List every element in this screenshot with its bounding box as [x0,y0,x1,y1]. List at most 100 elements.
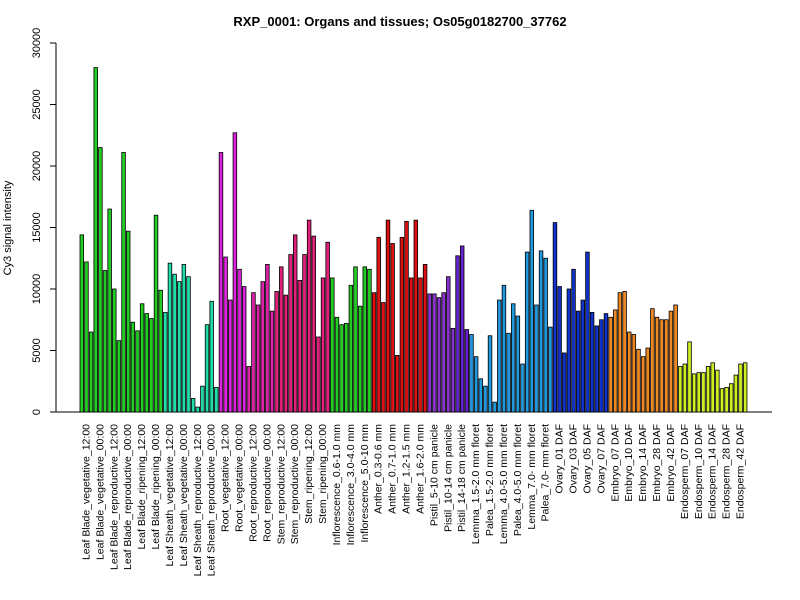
bar [626,331,632,413]
x-tick-label: Inflorescence_0.6-1.0 mm [331,424,343,546]
bar [195,406,200,413]
bar [524,251,530,413]
y-axis: 0 5000 10000 15000 20000 25000 30000 [31,28,57,415]
x-tick-label: Lemma_1.5-2.0 mm floret [470,424,482,544]
bar [678,366,683,413]
bar [320,277,326,413]
bar [501,284,507,413]
x-tick-label: Inflorescence_5.0-10 mm [359,424,371,543]
y-tick-label: 0 [31,409,43,415]
bar [464,329,470,413]
bar [636,348,641,413]
bar [441,292,446,413]
bar [650,308,655,413]
bar [209,300,214,413]
bar [575,310,581,413]
x-tick-label: Ovary_01 DAF [554,424,566,493]
bar [594,325,599,413]
bar [497,299,502,413]
bar [181,263,187,413]
bar [450,327,456,413]
bar [724,386,729,413]
bar [668,310,674,413]
bar [79,234,85,413]
x-tick-label: Ovary_03 DAF [568,424,580,493]
bar [316,336,321,413]
chart-title: RXP_0001: Organs and tissues; Os05g01827… [233,14,566,29]
bar [311,235,316,413]
bar [279,266,284,413]
bar [459,245,465,413]
bar [255,304,261,413]
bar [288,254,293,413]
x-tick-label: Palea_1.5-2.0 mm floret [484,424,496,536]
bar [158,289,163,413]
bar [177,281,182,413]
bar [200,385,205,413]
bar [696,372,701,413]
y-tick-label: 20000 [31,151,43,182]
bar [413,219,419,413]
x-tick-label: Leaf Sheath_vegetative_12:00 [164,424,176,567]
bar [325,241,330,413]
bar [617,292,623,413]
x-tick-label: Leaf Blade_ripening_00:00 [150,424,162,550]
bar [408,277,414,413]
x-tick-label: Leaf Sheath_reproductive_12:00 [192,424,204,577]
bar [715,369,720,413]
bar [98,147,103,413]
bar [418,277,423,413]
bar [246,366,252,413]
bar [125,230,131,413]
bar [390,243,395,413]
bar [469,334,474,413]
x-tick-label: Leaf Blade_ripening_12:00 [136,424,148,550]
x-tick-label: Pistil_14-18 cm panicle [456,424,468,532]
bar [538,250,544,413]
bar [645,347,650,413]
bar [738,363,743,413]
bar [580,299,586,413]
bar [395,355,400,413]
bar [654,316,660,413]
bar [673,304,678,413]
bar [515,315,521,413]
bar [334,316,340,413]
bar [102,270,108,413]
bar [353,266,358,413]
bar [269,310,275,413]
bar [534,304,539,413]
x-tick-label: Anther_1.2-1.5 mm [401,424,413,514]
x-tick-label: Leaf Blade_vegetative_00:00 [94,424,106,560]
x-tick-label: Anther_0.3-0.6 mm [373,424,385,514]
bar [427,293,432,413]
bar [473,356,479,413]
bar [487,335,493,413]
bar [330,277,335,413]
bar [121,152,126,413]
bar [153,214,159,413]
bar [548,326,553,413]
bar [214,386,219,413]
y-axis-label: Cy3 signal intensity [2,180,14,275]
bar [432,293,437,413]
bar [492,401,497,413]
bar [603,313,609,413]
x-tick-label: Inflorescence_3.0-4.0 mm [345,424,357,546]
bar [265,263,270,413]
bar [297,279,303,413]
x-tick-label: Palea_4.0-5.0 mm floret [512,424,524,536]
bar [436,297,442,413]
bar [237,268,242,413]
bar [742,362,748,413]
x-tick-label: Leaf Blade_reproductive_12:00 [108,424,120,570]
bar [511,303,516,413]
bar [130,321,136,413]
x-tick-label: Embryo_10 DAF [623,424,635,502]
bar [93,67,98,413]
bar [218,152,224,413]
bar [622,291,627,413]
x-tick-label: Embryo_14 DAF [637,424,649,502]
bar [705,366,711,413]
x-tick-label: Embryo_28 DAF [651,424,663,502]
